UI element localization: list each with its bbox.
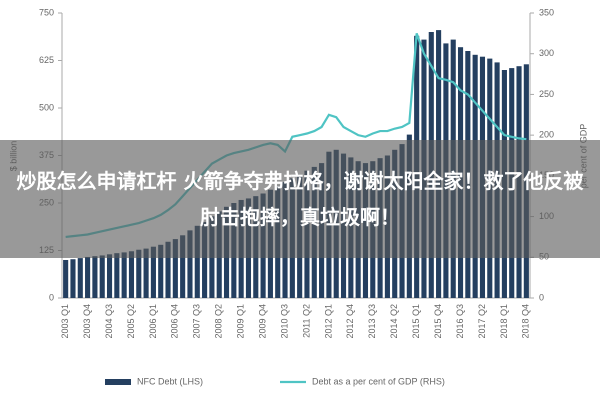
bar [70, 259, 76, 298]
x-tick-label: 2016 Q3 [455, 304, 465, 339]
bar [143, 248, 149, 298]
y-tick-label: 0 [49, 292, 54, 302]
x-tick-label: 2005 Q2 [126, 304, 136, 339]
bar [114, 253, 120, 298]
x-tick-label: 2012 Q1 [323, 304, 333, 339]
y2-tick-label: 250 [539, 89, 554, 99]
y-tick-label: 500 [39, 102, 54, 112]
x-tick-label: 2003 Q4 [82, 304, 92, 339]
bar [77, 258, 83, 298]
bar [136, 249, 142, 298]
x-tick-label: 2004 Q3 [104, 304, 114, 339]
x-tick-label: 2010 Q3 [279, 304, 289, 339]
x-tick-label: 2007 Q3 [192, 304, 202, 339]
y2-tick-label: 0 [539, 292, 544, 302]
y2-tick-label: 300 [539, 48, 554, 58]
bar [106, 254, 113, 298]
legend-label: NFC Debt (LHS) [137, 376, 203, 386]
y2-tick-label: 350 [539, 7, 554, 17]
bar [172, 239, 178, 298]
x-tick-label: 2006 Q1 [148, 304, 158, 339]
x-tick-label: 2009 Q4 [257, 304, 267, 339]
bar [180, 235, 186, 298]
y-tick-label: 625 [39, 55, 54, 65]
y-tick-label: 750 [39, 7, 54, 17]
x-tick-label: 2014 Q2 [389, 304, 399, 339]
bar [158, 244, 164, 298]
x-tick-label: 2008 Q2 [214, 304, 224, 339]
legend-swatch [105, 379, 131, 385]
bar [99, 255, 105, 298]
x-tick-label: 2011 Q2 [301, 304, 311, 338]
x-tick-label: 2012 Q4 [345, 304, 355, 339]
bar [202, 222, 208, 298]
bar [121, 252, 127, 298]
x-tick-label: 2006 Q4 [170, 304, 180, 339]
x-tick-label: 2015 Q1 [411, 304, 421, 339]
bar [194, 225, 200, 298]
bar [63, 260, 69, 298]
x-tick-label: 2003 Q1 [60, 304, 70, 339]
bar [128, 251, 135, 298]
bar [92, 256, 98, 298]
overlay-banner: 炒股怎么申请杠杆 火箭争夺弗拉格，谢谢太阳全家！救了他反被肘击抱摔，真垃圾啊！ [0, 140, 600, 258]
x-tick-label: 2013 Q3 [367, 304, 377, 339]
bar [150, 246, 156, 298]
x-tick-label: 2009 Q1 [236, 304, 246, 339]
bar [165, 241, 171, 298]
y2-tick-label: 200 [539, 130, 554, 140]
x-tick-label: 2018 Q1 [499, 304, 509, 339]
x-tick-label: 2015 Q4 [433, 304, 443, 339]
bar [85, 256, 91, 298]
x-tick-label: 2018 Q4 [521, 304, 531, 339]
bar [187, 230, 193, 298]
x-tick-label: 2017 Q2 [477, 304, 487, 339]
legend-label: Debt as a per cent of GDP (RHS) [312, 376, 445, 386]
overlay-text: 炒股怎么申请杠杆 火箭争夺弗拉格，谢谢太阳全家！救了他反被肘击抱摔，真垃圾啊！ [16, 169, 584, 229]
